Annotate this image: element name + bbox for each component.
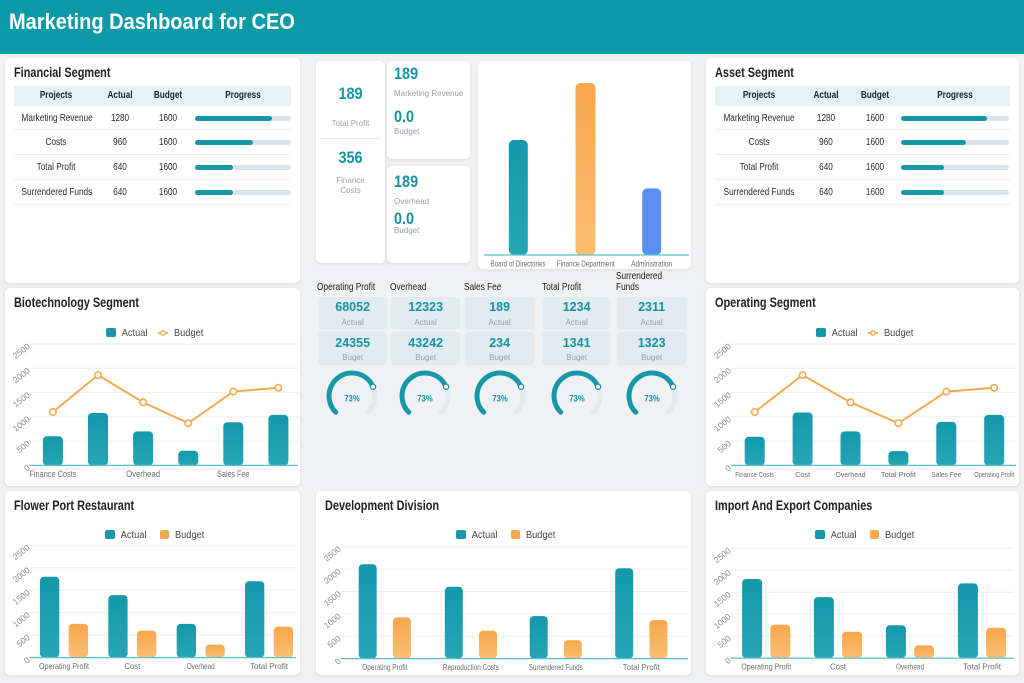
svg-text:Administration: Administration — [631, 259, 672, 269]
svg-text:0: 0 — [723, 655, 733, 666]
svg-text:2500: 2500 — [712, 341, 733, 361]
svg-text:2000: 2000 — [712, 567, 733, 587]
svg-text:Sales Fee: Sales Fee — [931, 470, 961, 479]
svg-text:Reproduction Costs: Reproduction Costs — [443, 662, 499, 672]
svg-text:Total Profit: Total Profit — [881, 470, 917, 479]
svg-text:2000: 2000 — [11, 365, 32, 385]
svg-text:Finance Costs: Finance Costs — [735, 470, 774, 479]
svg-text:2000: 2000 — [11, 565, 32, 585]
svg-text:1000: 1000 — [712, 611, 733, 631]
svg-text:Cost: Cost — [830, 662, 847, 672]
svg-text:Total Profit: Total Profit — [963, 662, 1002, 672]
svg-text:Finance Department: Finance Department — [557, 259, 615, 269]
svg-text:2500: 2500 — [322, 544, 343, 564]
svg-text:500: 500 — [14, 632, 32, 649]
svg-text:1000: 1000 — [11, 610, 32, 630]
svg-text:1500: 1500 — [322, 589, 343, 609]
svg-text:2000: 2000 — [712, 365, 733, 385]
svg-text:Operating Profit: Operating Profit — [741, 662, 792, 672]
svg-text:73%: 73% — [417, 393, 433, 403]
svg-text:73%: 73% — [644, 393, 660, 403]
svg-text:Surrendered Funds: Surrendered Funds — [529, 662, 583, 672]
svg-text:Operating Profit: Operating Profit — [39, 661, 90, 671]
svg-text:500: 500 — [14, 438, 32, 455]
svg-text:73%: 73% — [344, 393, 360, 403]
svg-text:Overhead: Overhead — [187, 661, 215, 671]
svg-text:Overhead: Overhead — [836, 470, 866, 479]
svg-text:Overhead: Overhead — [896, 662, 924, 672]
svg-text:Overhead: Overhead — [126, 469, 160, 479]
svg-text:Cost: Cost — [795, 470, 811, 479]
svg-text:73%: 73% — [569, 393, 585, 403]
svg-text:1500: 1500 — [11, 390, 32, 410]
svg-text:500: 500 — [715, 633, 733, 650]
svg-text:1500: 1500 — [712, 390, 733, 410]
svg-text:0: 0 — [22, 655, 32, 666]
svg-text:500: 500 — [325, 633, 343, 650]
svg-text:Board of Directories: Board of Directories — [491, 259, 546, 269]
svg-text:73%: 73% — [492, 393, 508, 403]
svg-text:Sales Fee: Sales Fee — [217, 469, 249, 479]
svg-text:Finance Costs: Finance Costs — [29, 469, 76, 479]
svg-text:2500: 2500 — [11, 542, 32, 562]
svg-text:2500: 2500 — [11, 341, 32, 361]
svg-text:Operating Profit: Operating Profit — [362, 662, 407, 672]
svg-text:1500: 1500 — [712, 589, 733, 609]
svg-text:Cost: Cost — [124, 661, 141, 671]
svg-text:0: 0 — [22, 462, 32, 473]
svg-text:1000: 1000 — [322, 611, 343, 631]
svg-text:2000: 2000 — [322, 566, 343, 586]
svg-text:1000: 1000 — [11, 414, 32, 434]
svg-text:Total Profit: Total Profit — [623, 662, 661, 672]
svg-text:500: 500 — [716, 438, 734, 455]
svg-text:Total Profit: Total Profit — [250, 661, 289, 671]
svg-text:1000: 1000 — [712, 414, 733, 434]
svg-text:1500: 1500 — [11, 587, 32, 607]
svg-text:Operating Profit: Operating Profit — [974, 470, 1015, 479]
svg-text:2500: 2500 — [712, 545, 733, 565]
svg-text:0: 0 — [333, 656, 343, 667]
svg-text:0: 0 — [723, 462, 733, 473]
